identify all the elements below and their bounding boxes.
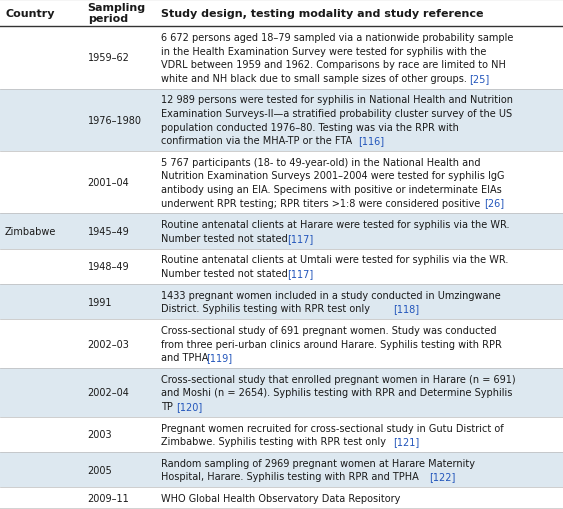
Text: Examination Surveys-II—a stratified probability cluster survey of the US: Examination Surveys-II—a stratified prob… bbox=[161, 109, 512, 119]
Text: white and NH black due to small sample sizes of other groups.: white and NH black due to small sample s… bbox=[161, 74, 467, 83]
Text: [117]: [117] bbox=[287, 269, 314, 278]
Bar bbox=[0, 214, 563, 249]
Text: 5 767 participants (18- to 49-year-old) in the National Health and: 5 767 participants (18- to 49-year-old) … bbox=[161, 157, 480, 167]
Text: 12 989 persons were tested for syphilis in National Health and Nutrition: 12 989 persons were tested for syphilis … bbox=[161, 95, 513, 105]
Text: antibody using an EIA. Specimens with positive or indeterminate EIAs: antibody using an EIA. Specimens with po… bbox=[161, 185, 502, 194]
Text: [122]: [122] bbox=[429, 471, 455, 482]
Text: and Moshi (n = 2654). Syphilis testing with RPR and Determine Syphilis: and Moshi (n = 2654). Syphilis testing w… bbox=[161, 388, 512, 398]
Text: 2003: 2003 bbox=[88, 430, 112, 440]
Text: TP: TP bbox=[161, 401, 176, 411]
Bar bbox=[0, 27, 563, 90]
Bar bbox=[0, 320, 563, 368]
Text: Zimbabwe. Syphilis testing with RPR test only: Zimbabwe. Syphilis testing with RPR test… bbox=[161, 436, 389, 446]
Text: 1976–1980: 1976–1980 bbox=[88, 116, 142, 126]
Text: [116]: [116] bbox=[358, 136, 384, 146]
Text: underwent RPR testing; RPR titers >1:8 were considered positive: underwent RPR testing; RPR titers >1:8 w… bbox=[161, 198, 483, 208]
Text: Study design, testing modality and study reference: Study design, testing modality and study… bbox=[161, 9, 483, 18]
Text: 2005: 2005 bbox=[88, 465, 113, 475]
Bar bbox=[0, 487, 563, 509]
Text: and TPHA: and TPHA bbox=[161, 352, 211, 362]
Text: confirmation via the MHA-TP or the FTA: confirmation via the MHA-TP or the FTA bbox=[161, 136, 355, 146]
Text: Routine antenatal clients at Harare were tested for syphilis via the WR.: Routine antenatal clients at Harare were… bbox=[161, 220, 510, 230]
Text: [117]: [117] bbox=[287, 233, 314, 243]
Bar bbox=[0, 452, 563, 487]
Text: Country: Country bbox=[6, 9, 56, 18]
Text: population conducted 1976–80. Testing was via the RPR with: population conducted 1976–80. Testing wa… bbox=[161, 122, 459, 132]
Text: Cross-sectional study of 691 pregnant women. Study was conducted: Cross-sectional study of 691 pregnant wo… bbox=[161, 325, 497, 335]
Text: [119]: [119] bbox=[206, 352, 233, 362]
Text: 1948–49: 1948–49 bbox=[88, 262, 129, 272]
Text: Random sampling of 2969 pregnant women at Harare Maternity: Random sampling of 2969 pregnant women a… bbox=[161, 458, 475, 468]
Text: 2001–04: 2001–04 bbox=[88, 178, 129, 188]
Text: Hospital, Harare. Syphilis testing with RPR and TPHA: Hospital, Harare. Syphilis testing with … bbox=[161, 471, 422, 482]
Text: 1991: 1991 bbox=[88, 297, 112, 307]
Text: [26]: [26] bbox=[484, 198, 504, 208]
Text: Nutrition Examination Surveys 2001–2004 were tested for syphilis IgG: Nutrition Examination Surveys 2001–2004 … bbox=[161, 171, 504, 181]
Text: 2002–04: 2002–04 bbox=[88, 388, 129, 398]
Text: WHO Global Health Observatory Data Repository: WHO Global Health Observatory Data Repos… bbox=[161, 493, 400, 503]
Text: 1959–62: 1959–62 bbox=[88, 53, 129, 63]
Text: 6 672 persons aged 18–79 sampled via a nationwide probability sample: 6 672 persons aged 18–79 sampled via a n… bbox=[161, 33, 513, 43]
Text: Cross-sectional study that enrolled pregnant women in Harare (n = 691): Cross-sectional study that enrolled preg… bbox=[161, 374, 516, 384]
Bar bbox=[0, 249, 563, 285]
Text: Pregnant women recruited for cross-sectional study in Gutu District of: Pregnant women recruited for cross-secti… bbox=[161, 423, 503, 433]
Text: Number tested not stated: Number tested not stated bbox=[161, 233, 291, 243]
Text: [118]: [118] bbox=[394, 304, 419, 314]
Bar bbox=[0, 368, 563, 417]
Bar bbox=[0, 0, 563, 27]
Bar bbox=[0, 152, 563, 214]
Text: VDRL between 1959 and 1962. Comparisons by race are limited to NH: VDRL between 1959 and 1962. Comparisons … bbox=[161, 60, 506, 70]
Text: [120]: [120] bbox=[176, 401, 202, 411]
Text: 1945–49: 1945–49 bbox=[88, 227, 129, 237]
Text: in the Health Examination Survey were tested for syphilis with the: in the Health Examination Survey were te… bbox=[161, 46, 486, 56]
Text: Routine antenatal clients at Umtali were tested for syphilis via the WR.: Routine antenatal clients at Umtali were… bbox=[161, 255, 508, 265]
Text: Zimbabwe: Zimbabwe bbox=[5, 227, 56, 237]
Text: 2009–11: 2009–11 bbox=[88, 493, 129, 503]
Bar bbox=[0, 417, 563, 452]
Text: [121]: [121] bbox=[394, 436, 419, 446]
Text: Sampling
period: Sampling period bbox=[88, 3, 146, 24]
Bar bbox=[0, 285, 563, 320]
Text: District. Syphilis testing with RPR test only: District. Syphilis testing with RPR test… bbox=[161, 304, 373, 314]
Text: [25]: [25] bbox=[469, 74, 489, 83]
Text: 2002–03: 2002–03 bbox=[88, 339, 129, 349]
Text: 1433 pregnant women included in a study conducted in Umzingwane: 1433 pregnant women included in a study … bbox=[161, 290, 501, 300]
Text: from three peri-urban clinics around Harare. Syphilis testing with RPR: from three peri-urban clinics around Har… bbox=[161, 339, 502, 349]
Text: Number tested not stated: Number tested not stated bbox=[161, 269, 291, 278]
Bar bbox=[0, 90, 563, 152]
